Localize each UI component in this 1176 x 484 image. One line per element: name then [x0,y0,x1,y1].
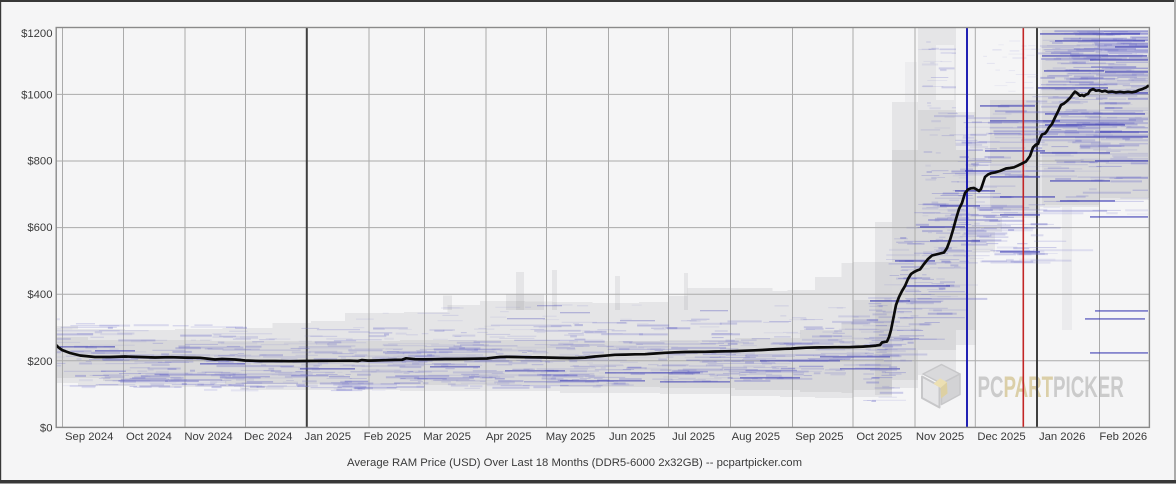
svg-text:Sep 2024: Sep 2024 [65,431,113,443]
svg-text:Mar 2025: Mar 2025 [423,431,471,443]
svg-text:Aug 2025: Aug 2025 [732,431,780,443]
svg-text:Jun 2025: Jun 2025 [609,431,655,443]
svg-text:Jan 2025: Jan 2025 [305,431,351,443]
svg-text:Feb 2026: Feb 2026 [1099,431,1147,443]
svg-text:May 2025: May 2025 [546,431,596,443]
svg-text:$800: $800 [27,156,52,168]
svg-text:Oct 2024: Oct 2024 [126,431,172,443]
svg-text:$400: $400 [27,289,52,301]
svg-text:$1000: $1000 [21,89,52,101]
svg-text:$600: $600 [27,222,52,234]
svg-text:$0: $0 [40,423,53,435]
svg-text:$1200: $1200 [21,28,52,40]
svg-text:Jul 2025: Jul 2025 [672,431,715,443]
svg-text:PCPARTPICKER: PCPARTPICKER [978,372,1124,404]
svg-text:Nov 2024: Nov 2024 [184,431,232,443]
svg-text:Jan 2026: Jan 2026 [1039,431,1085,443]
svg-text:Dec 2025: Dec 2025 [977,431,1025,443]
svg-text:Feb 2025: Feb 2025 [364,431,412,443]
svg-text:Dec 2024: Dec 2024 [244,431,292,443]
svg-text:Oct 2025: Oct 2025 [856,431,902,443]
svg-text:$200: $200 [27,356,52,368]
svg-text:Apr 2025: Apr 2025 [486,431,532,443]
svg-text:Average RAM Price (USD) Over L: Average RAM Price (USD) Over Last 18 Mon… [347,457,802,469]
svg-text:Nov 2025: Nov 2025 [916,431,964,443]
svg-text:Sep 2025: Sep 2025 [795,431,843,443]
